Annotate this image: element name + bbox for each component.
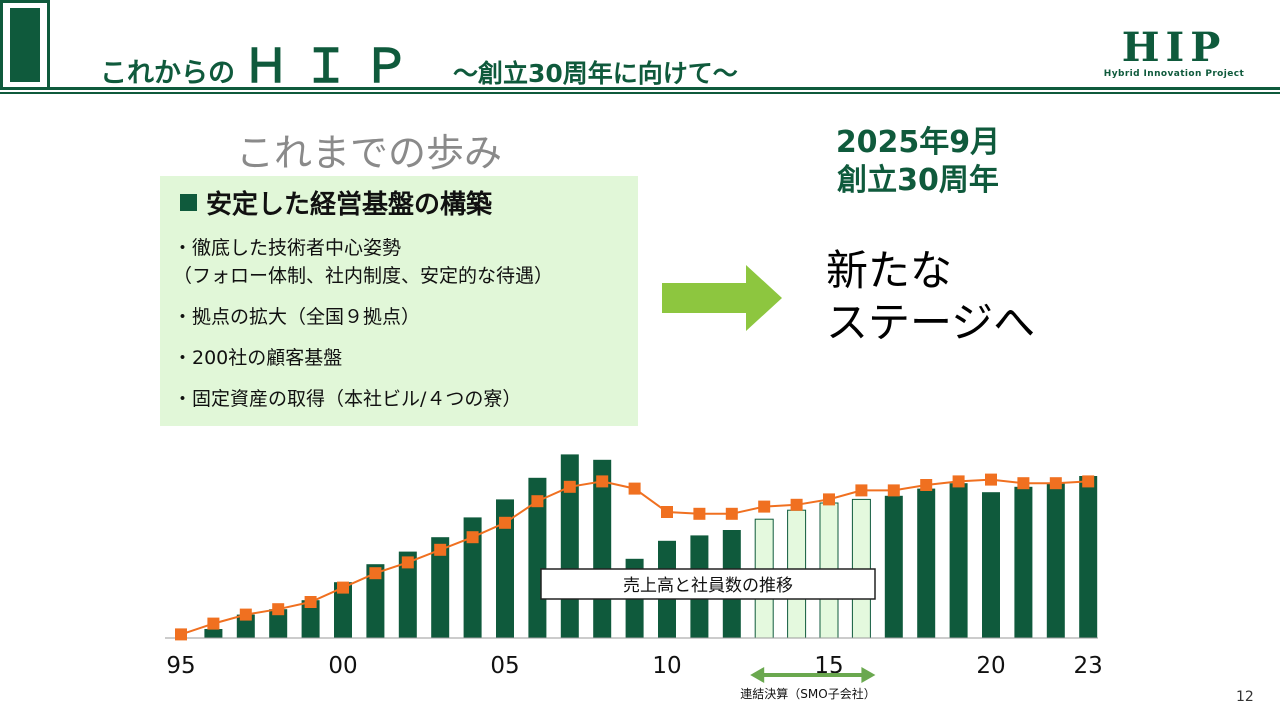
employee-point-1996 (207, 617, 220, 630)
bar-2018 (917, 488, 936, 638)
right-arrow-icon (662, 265, 782, 331)
bar-1996 (204, 629, 223, 638)
employee-point-2018 (920, 479, 933, 491)
new-stage-line2: ステージへ (826, 298, 1036, 347)
history-panel: 安定した経営基盤の構築 ・徹底した技術者中心姿勢 （フォロー体制、社内制度、安定… (160, 176, 638, 426)
bullet-customer-base: ・200社の顧客基盤 (173, 347, 343, 369)
consolidated-bracket (750, 667, 876, 683)
employee-point-2020 (985, 473, 997, 486)
bullet-office-expansion: ・拠点の拡大（全国９拠点） (173, 306, 421, 328)
x-tick-95: 95 (166, 653, 195, 679)
bar-2021 (1014, 486, 1033, 638)
x-tick-05: 05 (490, 653, 519, 679)
bar-2001 (366, 564, 385, 638)
title-underline-thin (0, 92, 1280, 94)
employee-point-1999 (304, 596, 317, 608)
employee-line-series (175, 473, 1095, 641)
x-tick-23: 23 (1074, 653, 1103, 679)
bar-2019 (949, 483, 968, 638)
employee-point-2002 (401, 556, 414, 569)
title-prefix: これからの (100, 58, 235, 89)
chart-title: 売上高と社員数の推移 (623, 576, 793, 596)
bullet-engineer-focus-detail: （フォロー体制、社内制度、安定的な待遇） (173, 265, 554, 287)
bullet-fixed-assets: ・固定資産の取得（本社ビル/４つの寮） (173, 388, 522, 410)
title-subtitle: ～創立30周年に向けて～ (453, 59, 738, 88)
employee-point-2005 (499, 516, 511, 529)
square-bullet-icon (180, 194, 197, 211)
panel-heading-text: 安定した経営基盤の構築 (206, 190, 493, 220)
employee-point-2008 (596, 475, 609, 488)
bar-2023 (1079, 476, 1098, 638)
employee-point-2013 (758, 500, 771, 513)
employee-point-1995 (175, 628, 187, 641)
employee-point-2001 (369, 567, 382, 580)
page-title: これからの ＨＩＰ ～創立30周年に向けて～ (100, 30, 738, 93)
employee-point-2011 (693, 507, 706, 520)
employee-point-2022 (1049, 477, 1062, 490)
employee-point-2012 (725, 507, 738, 520)
employee-point-2016 (855, 484, 868, 497)
bracket-right-arrowhead (861, 667, 876, 683)
x-tick-00: 00 (328, 653, 357, 679)
logo-wordmark: HIP (1121, 24, 1227, 71)
employee-point-1998 (272, 603, 285, 616)
header-accent-box (0, 0, 50, 90)
bar-2003 (431, 537, 450, 638)
x-tick-10: 10 (652, 653, 681, 679)
x-tick-20: 20 (976, 653, 1005, 679)
anniversary-label: 2025年9月 創立30周年 (818, 124, 1018, 200)
employee-point-1997 (239, 608, 252, 621)
employee-point-2007 (563, 480, 576, 493)
new-stage-line1: 新たな (826, 246, 953, 295)
consolidated-label: 連結決算（SMO子会社） (740, 686, 875, 701)
bullet-engineer-focus: ・徹底した技術者中心姿勢 (173, 237, 402, 259)
anniversary-title: 創立30周年 (837, 163, 999, 198)
employee-point-2017 (887, 484, 900, 497)
bar-2004 (463, 517, 482, 638)
employee-point-2003 (434, 543, 447, 556)
history-heading: これまでの歩み (236, 131, 503, 175)
bar-1998 (269, 609, 288, 638)
title-main: ＨＩＰ (243, 39, 423, 93)
x-tick-labels: 95 00 05 10 15 20 23 (166, 653, 1102, 679)
logo-tagline: Hybrid Innovation Project (1103, 69, 1245, 79)
employee-point-2009 (628, 482, 641, 495)
bar-2000 (334, 582, 352, 638)
bar-2022 (1046, 483, 1065, 638)
bar-2020 (982, 492, 1000, 638)
employee-point-2023 (1082, 475, 1095, 488)
employee-point-2010 (661, 506, 673, 518)
panel-heading: 安定した経営基盤の構築 (180, 184, 492, 221)
anniversary-date: 2025年9月 (835, 125, 1001, 160)
bracket-left-arrowhead (750, 667, 765, 683)
title-underline (0, 87, 1280, 90)
chart-title-box: 売上高と社員数の推移 (540, 568, 876, 600)
employee-point-2004 (466, 531, 479, 544)
new-stage-text: 新たな ステージへ (826, 245, 1035, 349)
bar-1999 (301, 600, 320, 638)
employee-point-2000 (337, 581, 349, 594)
bar-2002 (398, 551, 417, 638)
bar-2017 (884, 495, 903, 638)
employee-point-2019 (952, 475, 965, 488)
employee-point-2006 (531, 495, 544, 508)
employee-point-2021 (1017, 477, 1030, 490)
page-number: 12 (1236, 689, 1254, 705)
employee-point-2014 (790, 498, 803, 511)
company-logo: HIP Hybrid Innovation Project (1088, 24, 1260, 80)
employee-point-2015 (823, 493, 835, 506)
bar-2005 (496, 499, 514, 638)
